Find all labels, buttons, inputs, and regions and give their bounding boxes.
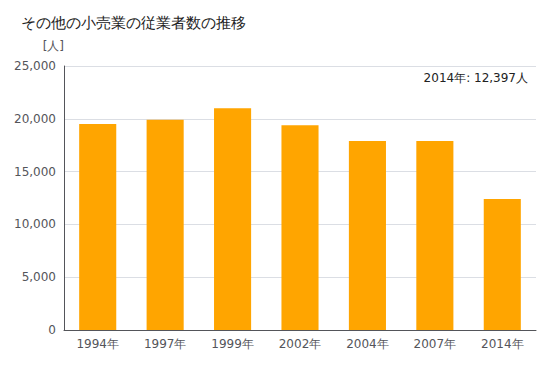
svg-text:0: 0: [48, 323, 56, 337]
svg-text:2002年: 2002年: [279, 337, 322, 351]
svg-text:[人]: [人]: [43, 39, 64, 53]
svg-text:5,000: 5,000: [22, 270, 56, 284]
svg-text:2014年: 2014年: [481, 337, 524, 351]
svg-text:2014年: 12,397人: 2014年: 12,397人: [424, 71, 528, 85]
svg-text:25,000: 25,000: [14, 59, 56, 73]
svg-text:その他の小売業の従業者数の推移: その他の小売業の従業者数の推移: [21, 14, 246, 32]
svg-text:15,000: 15,000: [14, 165, 56, 179]
svg-text:2004年: 2004年: [346, 337, 389, 351]
svg-text:20,000: 20,000: [14, 112, 56, 126]
svg-text:1999年: 1999年: [211, 337, 254, 351]
svg-text:1997年: 1997年: [144, 337, 187, 351]
svg-text:2007年: 2007年: [414, 337, 457, 351]
svg-text:1994年: 1994年: [76, 337, 119, 351]
svg-text:10,000: 10,000: [14, 217, 56, 231]
